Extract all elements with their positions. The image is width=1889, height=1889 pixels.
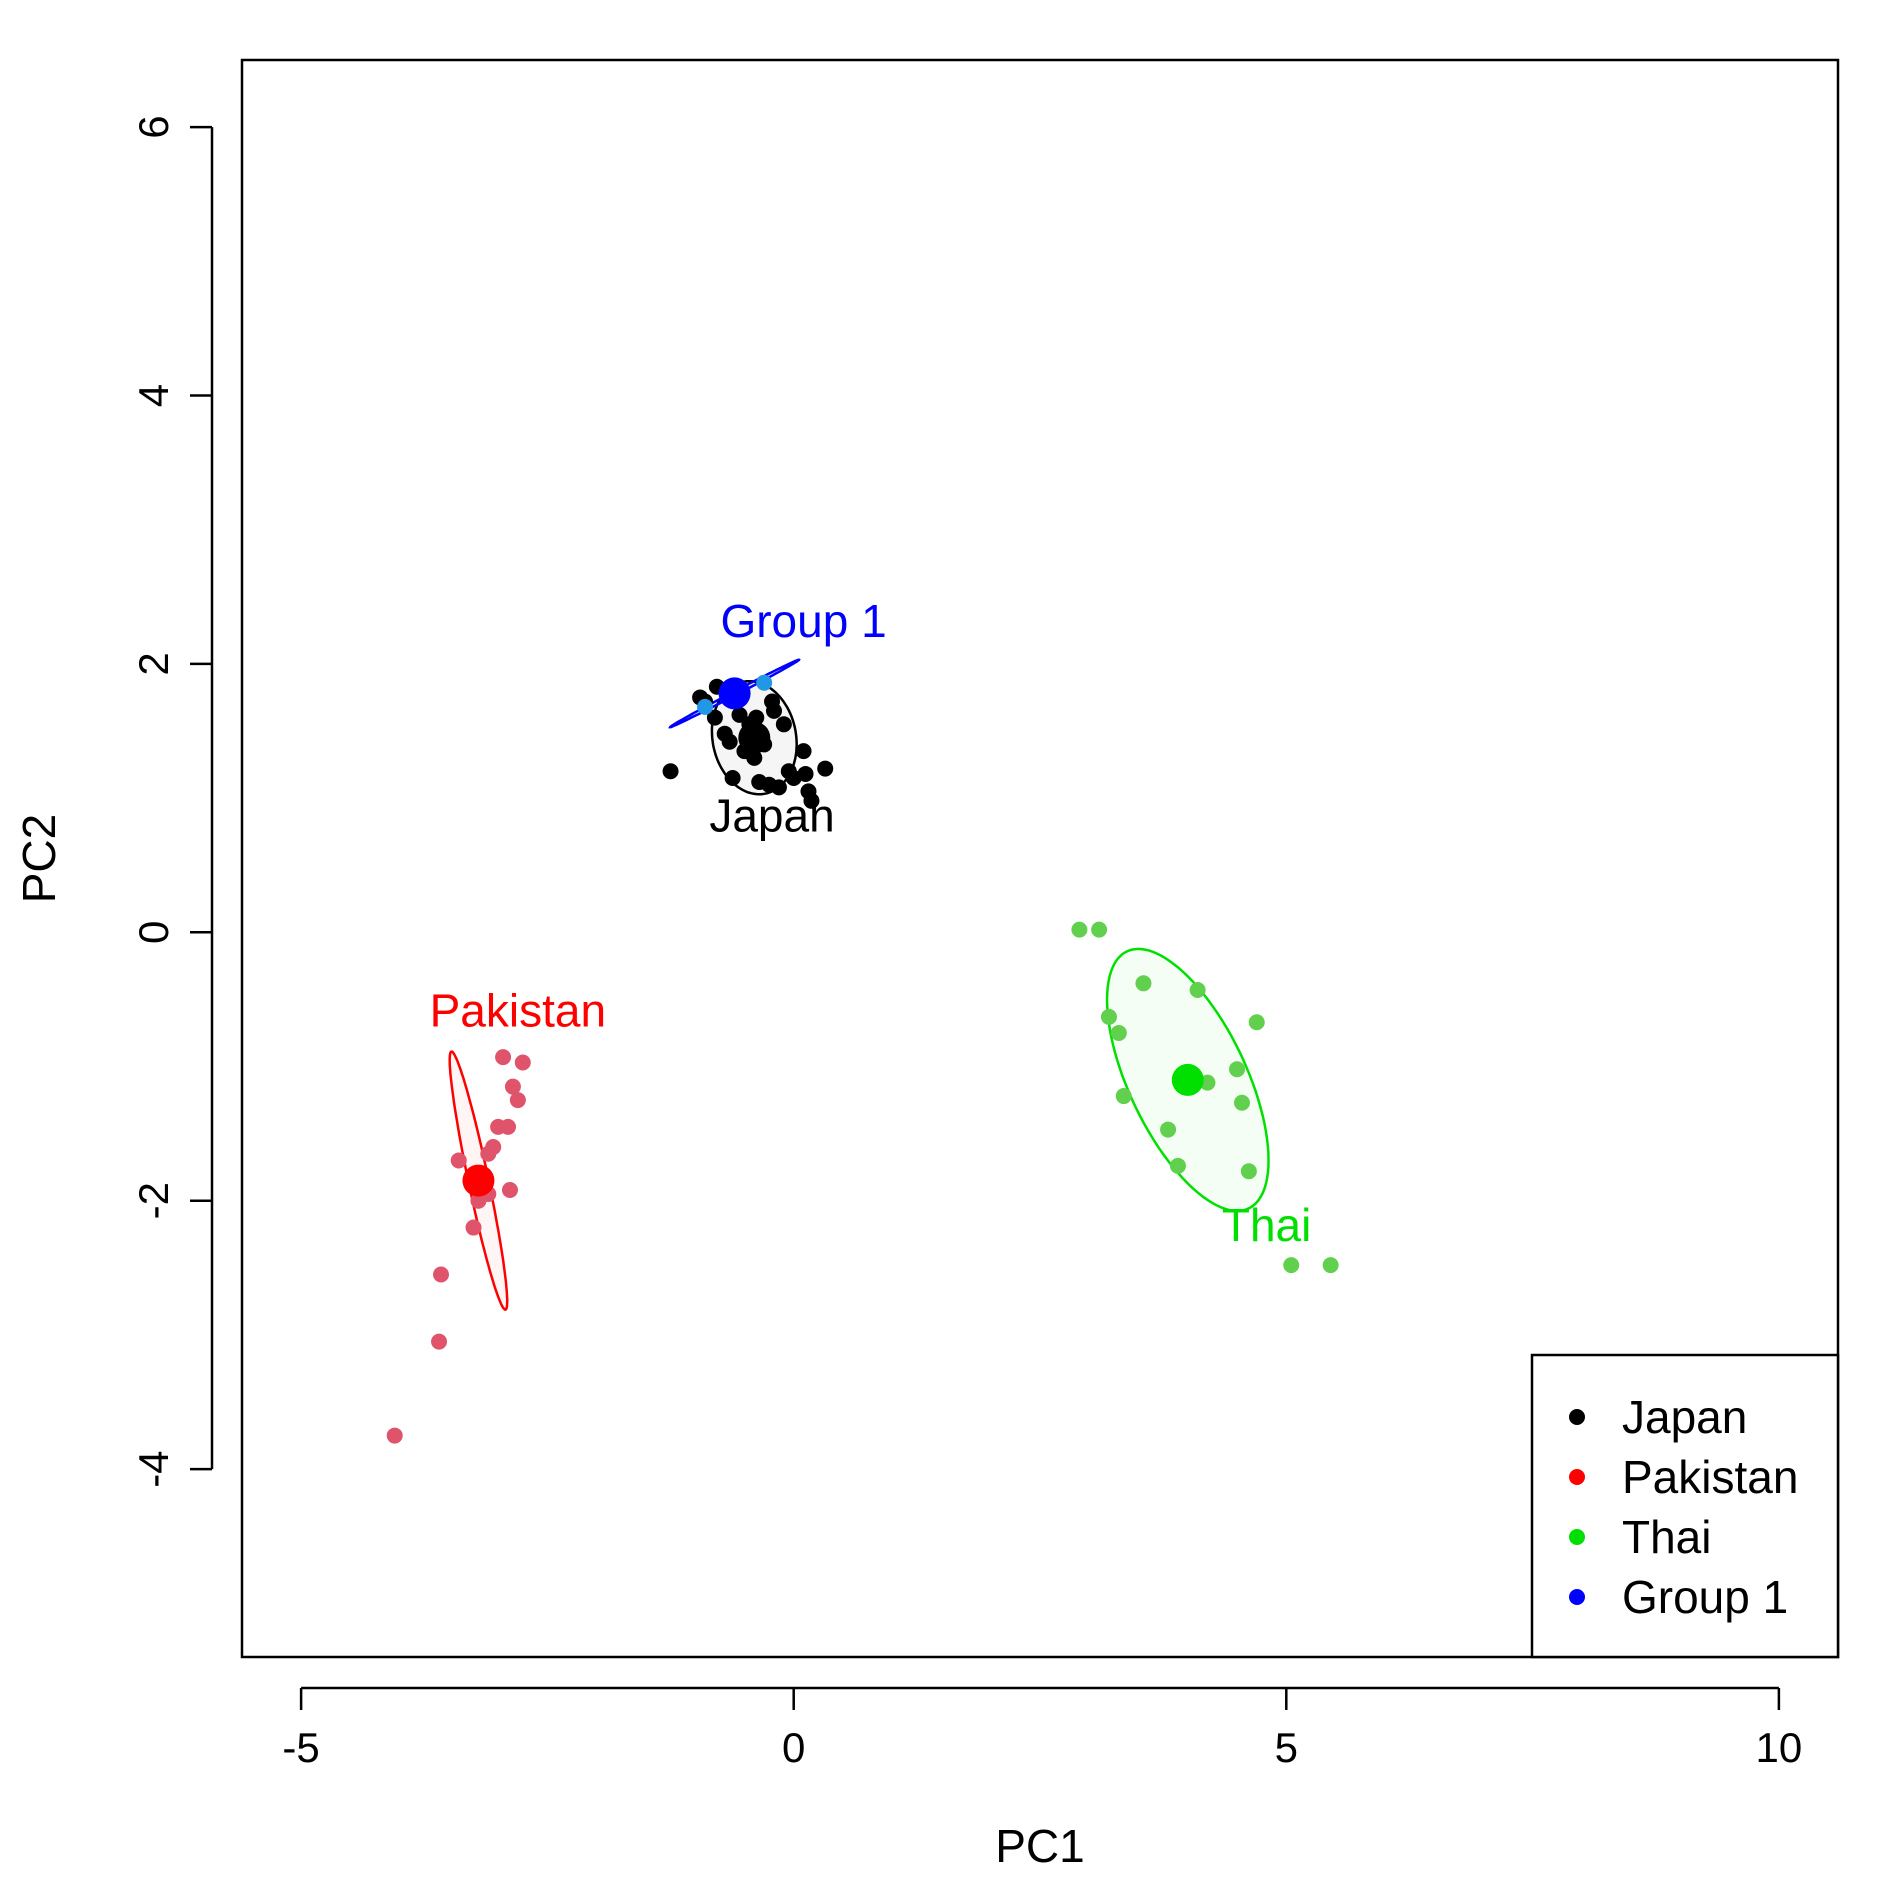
plot-frame <box>240 58 1840 1659</box>
legend-label-pakistan: Pakistan <box>1622 1451 1798 1503</box>
legend-marker-pakistan <box>1569 1469 1585 1485</box>
japan-point <box>797 765 814 782</box>
y-axis: -4 -2 0 2 4 6 <box>130 115 214 1488</box>
y-tick-label: 4 <box>130 384 177 407</box>
thai-point <box>1233 1094 1250 1111</box>
japan-point <box>662 763 679 780</box>
japan-centroid <box>738 721 771 754</box>
group-labels: Japan Pakistan Thai Group 1 <box>430 595 1312 1251</box>
legend-marker-group-1 <box>1569 1589 1585 1605</box>
pakistan-group-label: Pakistan <box>430 984 606 1036</box>
pakistan-point <box>504 1078 521 1095</box>
group-1-group-label: Group 1 <box>720 595 886 647</box>
x-tick-label: 10 <box>1756 1724 1803 1771</box>
group-1-point <box>756 674 773 691</box>
thai-point <box>1110 1024 1127 1041</box>
y-tick-label: 6 <box>130 115 177 138</box>
thai-group-label: Thai <box>1222 1199 1311 1251</box>
pakistan-point <box>433 1266 450 1283</box>
thai-point <box>1091 921 1108 938</box>
japan-group-label: Japan <box>709 790 834 842</box>
x-tick-label: 0 <box>782 1724 805 1771</box>
group-1-centroid <box>718 677 751 710</box>
thai-point <box>1135 975 1152 992</box>
y-axis-title: PC2 <box>13 814 65 903</box>
japan-point <box>706 709 723 726</box>
japan-point <box>775 716 792 733</box>
japan-point <box>817 760 834 777</box>
japan-point <box>770 779 787 796</box>
pakistan-point <box>501 1181 518 1198</box>
pakistan-point <box>480 1145 497 1162</box>
x-tick-label: -5 <box>282 1724 319 1771</box>
thai-point <box>1229 1061 1246 1078</box>
japan-point <box>748 709 765 726</box>
y-tick-label: -4 <box>130 1450 177 1487</box>
thai-point <box>1100 1008 1117 1025</box>
y-tick-label: 2 <box>130 652 177 675</box>
legend-marker-japan <box>1569 1409 1585 1425</box>
pakistan-centroid <box>462 1164 495 1197</box>
pakistan-point <box>495 1049 512 1066</box>
japan-point <box>766 702 782 719</box>
thai-centroid <box>1171 1063 1204 1096</box>
japan-point <box>721 733 738 750</box>
thai-point <box>1248 1014 1265 1031</box>
legend-box <box>1530 1353 1840 1659</box>
thai-point <box>1071 921 1088 938</box>
thai-point <box>1240 1163 1257 1180</box>
y-tick-label: -2 <box>130 1182 177 1219</box>
pakistan-point <box>500 1118 516 1135</box>
japan-point <box>724 769 741 786</box>
legend-label-thai: Thai <box>1622 1511 1711 1563</box>
pakistan-point <box>450 1152 467 1169</box>
thai-point <box>1169 1157 1186 1174</box>
y-tick-label: 0 <box>130 921 177 944</box>
thai-point <box>1322 1257 1339 1274</box>
thai-point <box>1160 1121 1177 1138</box>
japan-point <box>803 792 820 809</box>
pakistan-point <box>509 1092 526 1109</box>
legend-label-japan: Japan <box>1622 1391 1747 1443</box>
x-axis-title: PC1 <box>995 1820 1084 1872</box>
x-tick-label: 5 <box>1275 1724 1298 1771</box>
pakistan-point <box>431 1333 448 1350</box>
pakistan-point <box>386 1427 403 1444</box>
pakistan-point <box>514 1054 531 1071</box>
pakistan-point <box>465 1219 482 1236</box>
group-centroids <box>462 677 1204 1197</box>
legend: Japan Pakistan Thai Group 1 <box>1530 1353 1840 1659</box>
group-1-point <box>697 698 714 715</box>
thai-point <box>1283 1257 1300 1274</box>
japan-point <box>795 743 812 760</box>
thai-point <box>1115 1088 1132 1105</box>
japan-point <box>746 749 763 766</box>
x-axis: -5 0 5 10 <box>282 1686 1803 1771</box>
thai-point <box>1189 982 1206 999</box>
legend-label-group-1: Group 1 <box>1622 1571 1788 1623</box>
legend-marker-thai <box>1569 1529 1585 1545</box>
